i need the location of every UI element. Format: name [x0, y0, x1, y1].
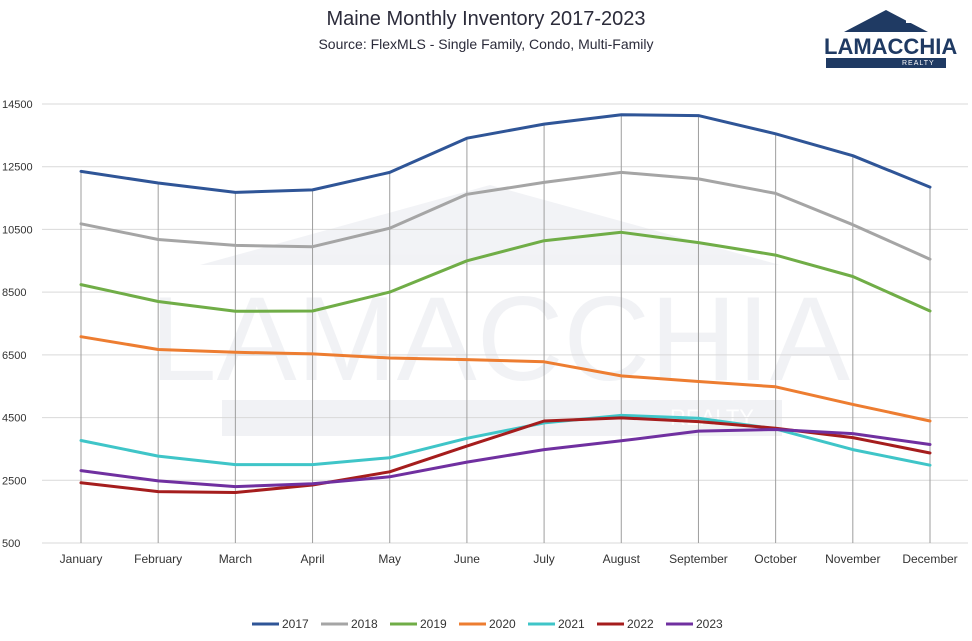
x-tick-label: February — [134, 552, 182, 566]
y-tick-label: 14500 — [2, 99, 33, 111]
x-tick-label: December — [902, 552, 957, 566]
x-tick-label: June — [454, 552, 480, 566]
legend-label-2023: 2023 — [696, 617, 723, 631]
logo-name: LAMACCHIA — [824, 34, 958, 59]
series-line-2018 — [79, 170, 932, 261]
logo-roof-icon — [826, 10, 946, 68]
series-line-2020 — [79, 335, 932, 423]
x-tick-label: May — [378, 552, 401, 566]
y-tick-label: 12500 — [2, 162, 33, 174]
legend-label-2018: 2018 — [351, 617, 378, 631]
legend-label-2017: 2017 — [282, 617, 309, 631]
lamacchia-logo: LAMACCHIA REALTY — [824, 8, 958, 70]
logo-sub: REALTY — [902, 60, 935, 67]
y-tick-label: 6500 — [2, 350, 26, 362]
y-tick-label: 8500 — [2, 287, 26, 299]
series-line-2019 — [79, 230, 932, 313]
legend-label-2019: 2019 — [420, 617, 447, 631]
chart-subtitle: Source: FlexMLS - Single Family, Condo, … — [318, 36, 654, 52]
x-tick-label: September — [669, 552, 728, 566]
x-tick-label: April — [301, 552, 325, 566]
x-tick-label: November — [825, 552, 880, 566]
x-tick-label: March — [219, 552, 252, 566]
x-tick-label: October — [754, 552, 797, 566]
y-tick-label: 2500 — [2, 475, 26, 487]
chart-title: Maine Monthly Inventory 2017-2023 — [326, 8, 646, 30]
y-tick-label: 4500 — [2, 413, 26, 425]
y-tick-label: 10500 — [2, 224, 33, 236]
x-tick-label: July — [533, 552, 554, 566]
series-line-2017 — [79, 113, 932, 194]
x-tick-label: August — [603, 552, 641, 566]
x-tick-label: January — [60, 552, 103, 566]
series-line-2023 — [79, 428, 932, 489]
legend-label-2020: 2020 — [489, 617, 516, 631]
y-tick-label: 500 — [2, 538, 20, 550]
series-line-2021 — [79, 413, 932, 467]
legend-label-2022: 2022 — [627, 617, 654, 631]
watermark-roof — [200, 185, 780, 265]
legend-label-2021: 2021 — [558, 617, 585, 631]
